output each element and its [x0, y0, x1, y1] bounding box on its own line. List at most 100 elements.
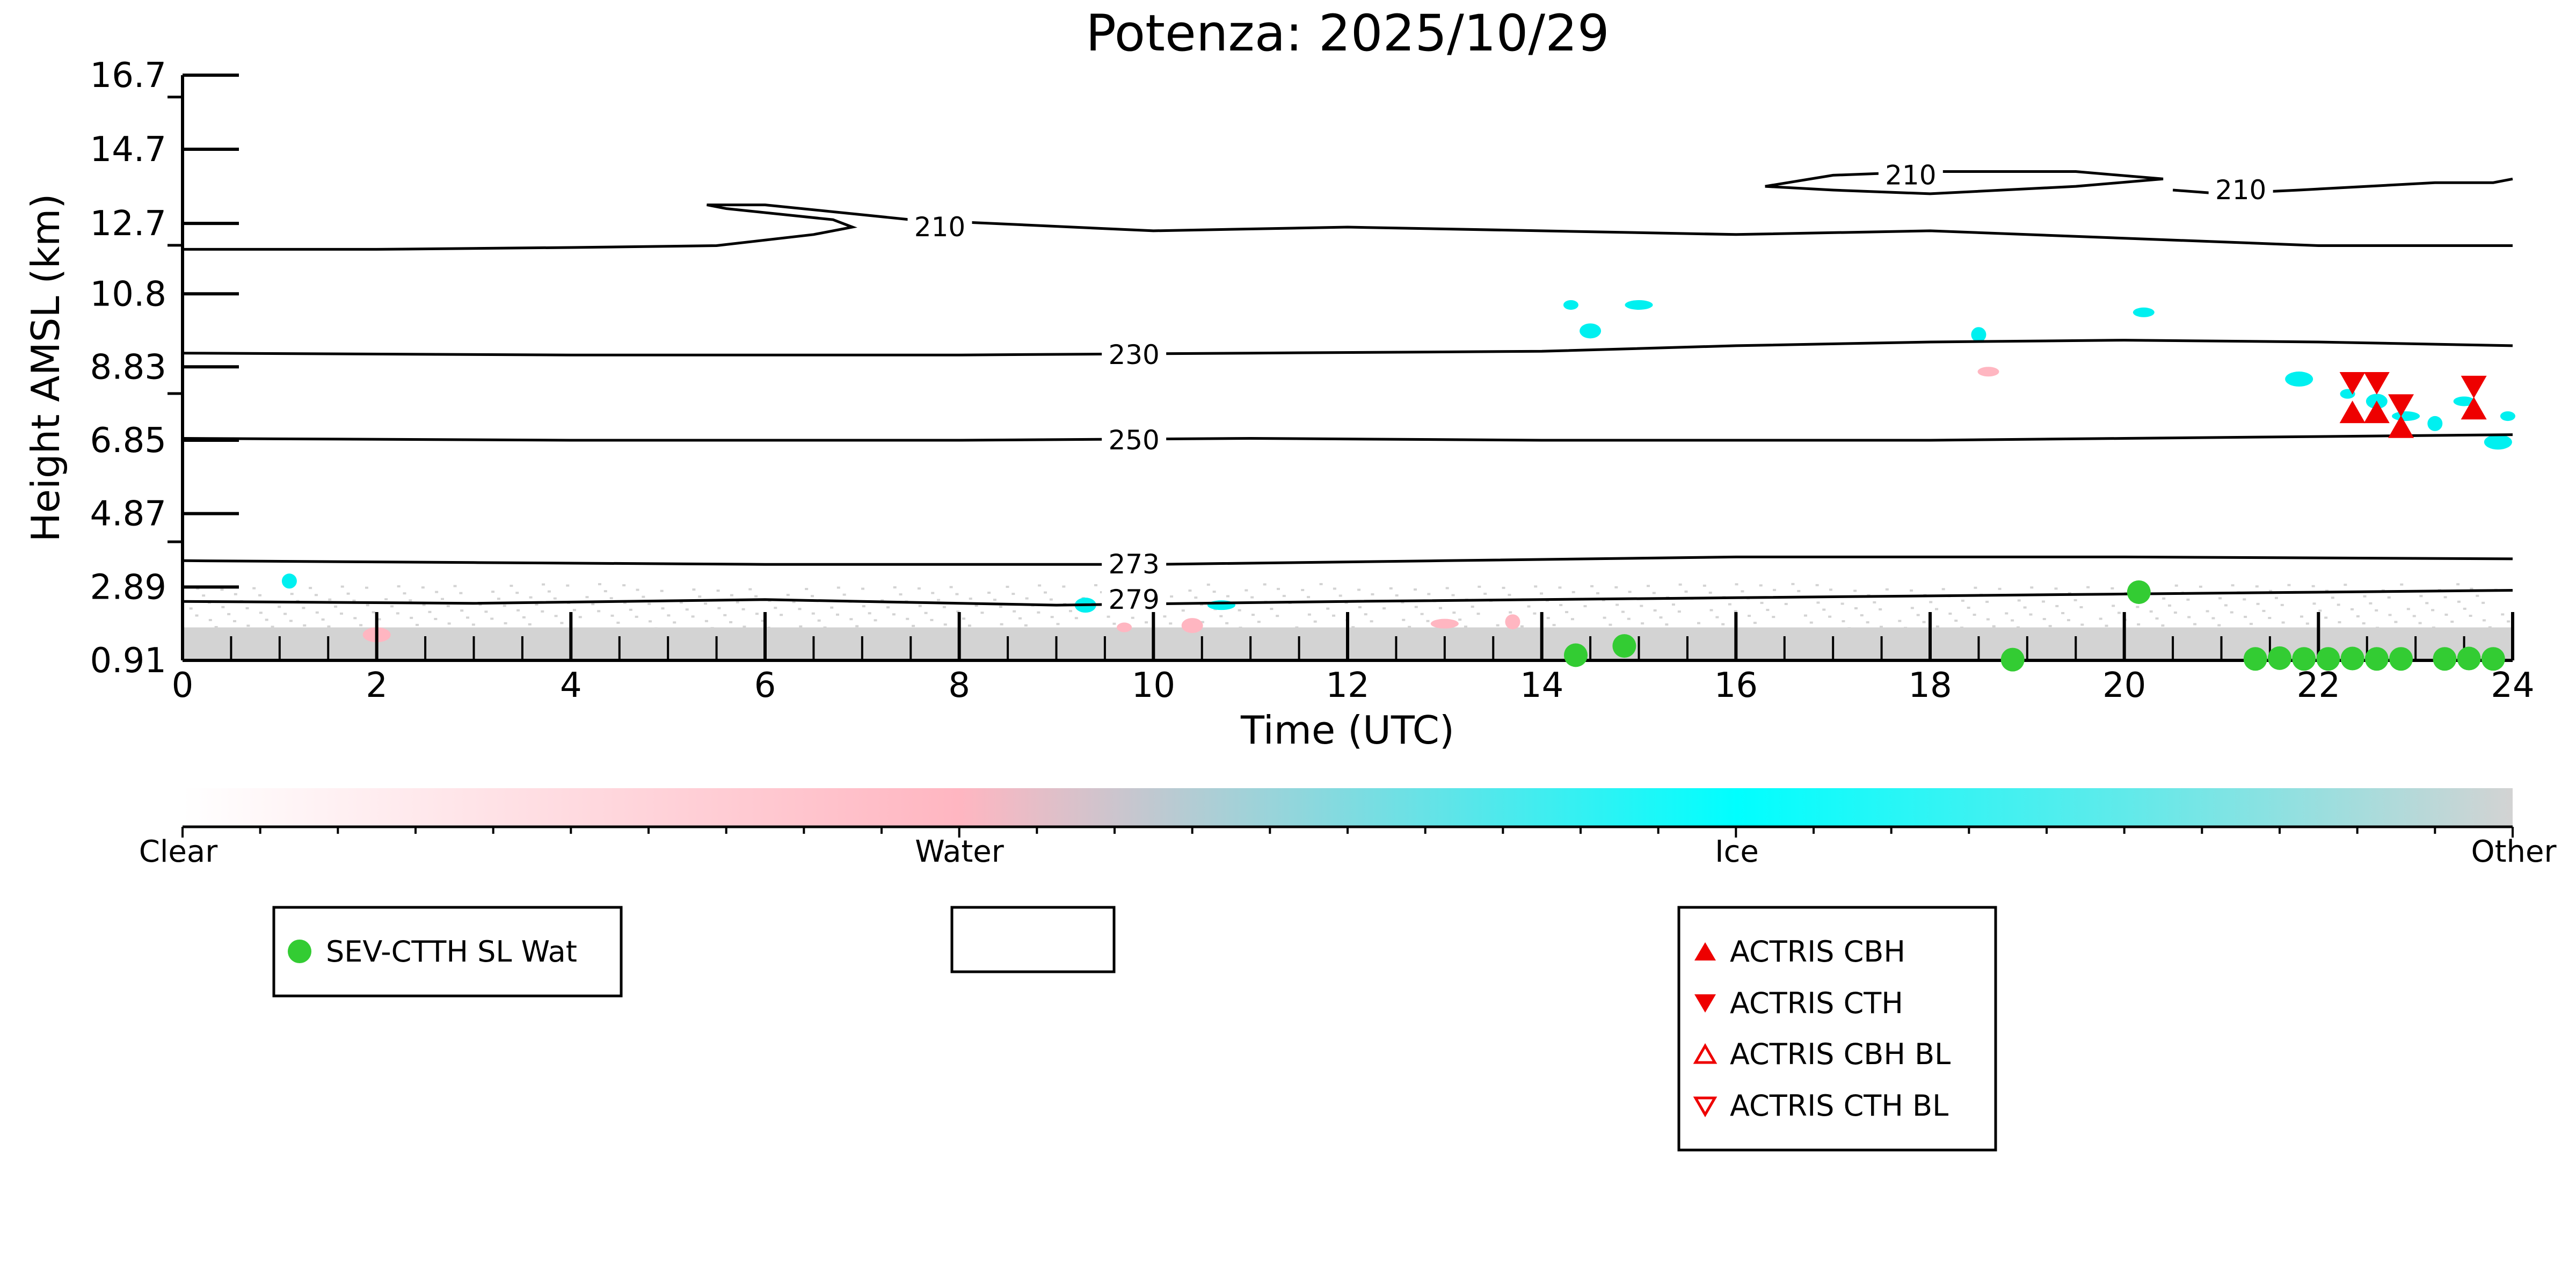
- other-speckle: [365, 586, 368, 589]
- other-speckle: [1024, 624, 1028, 627]
- other-speckle: [1546, 617, 1550, 620]
- other-speckle: [1653, 609, 1657, 612]
- other-speckle: [1200, 603, 1204, 606]
- x-tick-label: 0: [172, 666, 194, 705]
- other-speckle: [396, 612, 399, 615]
- other-speckle: [1476, 613, 1480, 615]
- other-speckle: [1773, 588, 1777, 591]
- other-speckle: [2086, 586, 2090, 588]
- other-speckle: [999, 606, 1002, 608]
- other-speckle: [2149, 610, 2153, 613]
- other-speckle: [409, 599, 412, 602]
- cloud-patch-water: [1181, 618, 1203, 634]
- other-speckle: [2218, 597, 2222, 600]
- marker-sev-ctth-sl-wat: [2389, 647, 2413, 671]
- other-speckle: [195, 614, 199, 617]
- other-speckle: [377, 618, 381, 621]
- other-speckle: [1853, 590, 1857, 592]
- other-speckle: [836, 613, 840, 616]
- other-speckle: [2418, 622, 2422, 624]
- other-speckle: [1295, 626, 1299, 629]
- other-speckle: [2256, 602, 2260, 605]
- legend-left: SEV-CTTH SL Wat: [272, 906, 623, 998]
- marker-sev-ctth-sl-wat: [2481, 647, 2505, 671]
- other-speckle: [1013, 610, 1016, 613]
- other-speckle: [635, 615, 638, 618]
- other-speckle: [2338, 621, 2341, 623]
- other-speckle: [359, 624, 363, 627]
- other-speckle: [2041, 600, 2045, 603]
- contour-label-279: 279: [1108, 584, 1159, 615]
- other-speckle: [1728, 603, 1731, 606]
- other-speckle: [1219, 615, 1223, 617]
- legend-label-cbh: ACTRIS CBH: [1730, 935, 1905, 969]
- marker-actris-cth: [2363, 372, 2390, 395]
- other-speckle: [1986, 618, 1990, 621]
- other-speckle: [1107, 615, 1110, 618]
- other-speckle: [259, 612, 263, 614]
- cloud-patch-ice: [2427, 416, 2443, 431]
- other-speckle: [1935, 625, 1939, 628]
- cloud-patch-ice: [2453, 396, 2475, 406]
- other-speckle: [2112, 605, 2115, 607]
- other-speckle: [490, 617, 494, 620]
- other-speckle: [1816, 601, 1820, 604]
- other-speckle: [560, 622, 564, 624]
- other-speckle: [1452, 612, 1456, 614]
- other-speckle: [422, 603, 426, 606]
- other-speckle: [609, 597, 613, 600]
- other-speckle: [2281, 621, 2285, 624]
- other-speckle: [1170, 595, 1174, 598]
- other-speckle: [1616, 603, 1619, 606]
- contour-label-bg: [1102, 339, 1167, 369]
- other-speckle: [1860, 614, 1864, 617]
- other-speckle: [1590, 585, 1594, 587]
- other-speckle: [767, 627, 770, 629]
- other-speckle: [1552, 624, 1556, 627]
- other-speckle: [685, 608, 689, 611]
- other-speckle: [265, 618, 268, 621]
- other-speckle: [660, 590, 664, 592]
- other-speckle: [1445, 587, 1449, 590]
- other-speckle: [836, 586, 840, 589]
- other-speckle: [1458, 618, 1462, 621]
- legend-label-cth-bl: ACTRIS CTH BL: [1730, 1089, 1948, 1123]
- other-speckle: [390, 605, 394, 608]
- marker-actris-cbh: [2461, 397, 2487, 420]
- other-speckle: [1338, 594, 1342, 597]
- other-speckle: [1426, 620, 1430, 622]
- other-speckle: [339, 612, 343, 615]
- other-speckle: [667, 614, 671, 617]
- other-speckle: [974, 605, 978, 607]
- other-speckle: [1451, 594, 1455, 596]
- other-speckle: [1239, 627, 1242, 629]
- other-speckle: [315, 611, 319, 614]
- other-speckle: [2231, 584, 2235, 587]
- other-speckle: [1307, 596, 1311, 599]
- other-speckle: [208, 618, 212, 621]
- other-speckle: [1520, 625, 1524, 628]
- other-speckle: [730, 594, 733, 596]
- other-speckle: [2362, 622, 2366, 625]
- other-speckle: [252, 587, 256, 590]
- other-speckle: [931, 592, 935, 594]
- other-speckle: [679, 601, 683, 604]
- other-speckle: [1540, 592, 1544, 595]
- other-speckle: [886, 606, 890, 609]
- other-speckle: [1351, 626, 1355, 629]
- other-speckle: [1998, 587, 2002, 590]
- legend-marker-sev-ctth: [288, 940, 311, 963]
- other-speckle: [1974, 586, 1977, 589]
- other-speckle: [1621, 610, 1625, 613]
- other-speckle: [1960, 627, 1964, 629]
- other-speckle: [743, 625, 746, 628]
- other-speckle: [2356, 615, 2360, 617]
- other-speckle: [2431, 609, 2435, 612]
- other-speckle: [2388, 614, 2392, 616]
- other-speckle: [2224, 604, 2228, 607]
- other-speckle: [471, 623, 475, 626]
- other-speckle: [2073, 599, 2077, 601]
- other-speckle: [1250, 596, 1254, 599]
- cloud-patch-water: [1430, 618, 1459, 629]
- other-speckle: [1641, 622, 1644, 625]
